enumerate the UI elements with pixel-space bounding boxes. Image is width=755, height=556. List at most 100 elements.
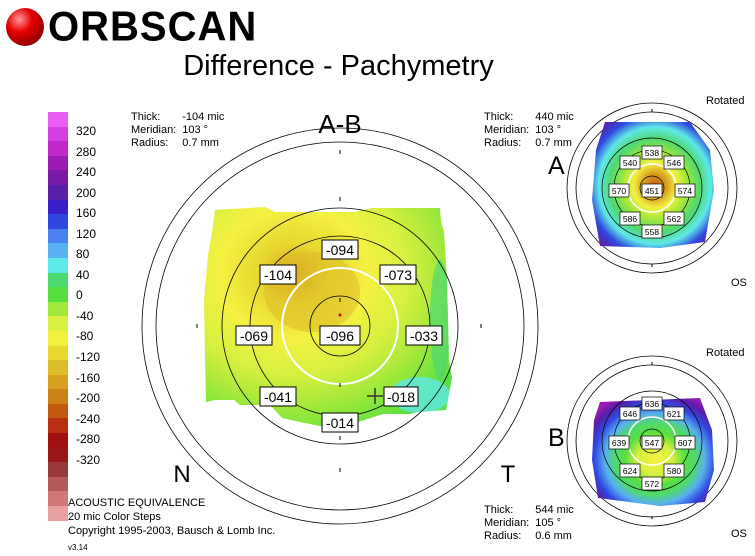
value-lower-right: -018 (387, 389, 415, 405)
thick-label: Thick: (131, 111, 161, 123)
meridian-label: Meridian: (484, 517, 530, 529)
color-scale-cell (48, 170, 68, 185)
color-scale-cell (48, 506, 68, 521)
value-lower-left: 624 (623, 466, 637, 476)
value-lower-left: -041 (264, 389, 292, 405)
color-scale-cell (48, 433, 68, 448)
color-scale-cell (48, 257, 68, 273)
footer-info: ACOUSTIC EQUIVALENCE 20 mic Color Steps … (68, 496, 275, 538)
color-scale-cell (48, 199, 68, 215)
color-scale-cell (48, 447, 68, 463)
value-right: 607 (678, 438, 692, 448)
thick-value: 544 mic (535, 504, 574, 516)
footer-line-2: 20 mic Color Steps (68, 511, 161, 523)
value-left: 570 (612, 186, 626, 196)
value-upper-right: 546 (667, 158, 681, 168)
value-right: 574 (678, 186, 692, 196)
main-map-info: Thick: -104 mic Meridian: 103 ° Radius: 0.7… (131, 111, 224, 150)
thick-value: -104 mic (182, 111, 225, 123)
color-scale-cell (48, 155, 68, 171)
map-a-label: A (548, 152, 565, 180)
color-scale-label: 200 (76, 185, 97, 200)
meridian-value: 103 ° (182, 124, 209, 136)
color-scale-cell (48, 141, 68, 156)
radius-label: Radius: (131, 137, 169, 149)
value-lower-left: 586 (623, 214, 637, 224)
map-a-values: 538 540 546 570 451 574 586 562 558 (608, 145, 696, 239)
value-top: -094 (326, 242, 354, 258)
color-scale-cell (48, 462, 68, 477)
footer-line-1: ACOUSTIC EQUIVALENCE (68, 497, 206, 509)
meridian-value: 103 ° (535, 124, 562, 136)
color-scale-cell (48, 112, 68, 127)
orbscan-logo: ORBSCAN (6, 5, 256, 49)
logo-ball-icon (6, 8, 44, 46)
value-center: -096 (326, 328, 354, 344)
color-scale-label: -40 (76, 308, 94, 323)
main-map-values: -094 -104 -073 -069 -096 -033 -041 -018 … (235, 239, 443, 433)
meridian-value: 105 ° (535, 517, 562, 529)
meridian-label: Meridian: (484, 124, 530, 136)
temporal-label: T (501, 461, 516, 488)
value-bottom: 558 (645, 227, 659, 237)
value-upper-right: 621 (667, 409, 681, 419)
value-upper-left: 540 (623, 158, 637, 168)
color-scale-label: -200 (76, 391, 101, 406)
radius-value: 0.7 mm (535, 137, 572, 149)
value-upper-left: -104 (264, 267, 292, 283)
color-scale-label: 280 (76, 144, 97, 159)
map-b-info: Thick: 544 mic Meridian: 105 ° Radius: 0.6 … (484, 504, 574, 543)
value-center: 451 (645, 186, 659, 196)
color-scale-cell (48, 126, 68, 142)
color-scale-label: -240 (76, 411, 101, 426)
value-right: -033 (410, 328, 438, 344)
radius-value: 0.7 mm (182, 137, 219, 149)
color-scale-labels: 320 280 240 200 160 120 80 40 0 -40 -80 -120 -160 -20… (76, 121, 100, 470)
color-scale-cell (48, 345, 68, 361)
color-scale-cell (48, 389, 68, 404)
value-upper-left: 646 (623, 409, 637, 419)
color-scale-label: 160 (76, 206, 97, 221)
radius-label: Radius: (484, 137, 522, 149)
map-a-info: Thick: 440 mic Meridian: 103 ° Radius: 0.7 … (484, 111, 574, 150)
color-scale-cell (48, 330, 68, 346)
value-left: 639 (612, 438, 626, 448)
color-scale-cell (48, 476, 68, 492)
color-scale-cell (48, 301, 68, 317)
color-scale-label: 40 (76, 267, 90, 282)
footer-line-3: Copyright 1995-2003, Bausch & Lomb Inc. (68, 525, 276, 537)
value-left: -069 (240, 328, 268, 344)
map-b-eye-label: OS (731, 528, 747, 540)
value-bottom: 572 (645, 479, 659, 489)
color-scale-cell (48, 214, 68, 229)
thick-label: Thick: (484, 504, 514, 516)
color-scale-label: 320 (76, 124, 97, 138)
value-bottom: -014 (326, 415, 354, 431)
thick-value: 440 mic (535, 111, 574, 123)
color-scale-cell (48, 228, 68, 244)
value-top: 636 (645, 399, 659, 409)
value-center: 547 (645, 438, 659, 448)
color-scale-label: -120 (76, 350, 101, 365)
value-top: 538 (645, 148, 659, 158)
color-scale-cell (48, 374, 68, 390)
color-scale-bar (48, 112, 68, 521)
color-scale-label: -80 (76, 329, 94, 344)
map-b-label: B (548, 424, 565, 452)
map-a-rotated-label: Rotated (706, 95, 745, 107)
color-scale-label: 120 (76, 226, 97, 241)
color-scale-cell (48, 316, 68, 331)
thick-label: Thick: (484, 111, 514, 123)
color-scale-cell (48, 243, 68, 258)
color-scale-label: 240 (76, 165, 97, 180)
meridian-label: Meridian: (131, 124, 177, 136)
value-lower-right: 580 (667, 466, 681, 476)
radius-value: 0.6 mm (535, 530, 572, 542)
color-scale-label: 80 (76, 247, 90, 262)
main-map-label: A-B (318, 109, 361, 139)
color-scale-label: -160 (76, 370, 101, 385)
radius-label: Radius: (484, 530, 522, 542)
